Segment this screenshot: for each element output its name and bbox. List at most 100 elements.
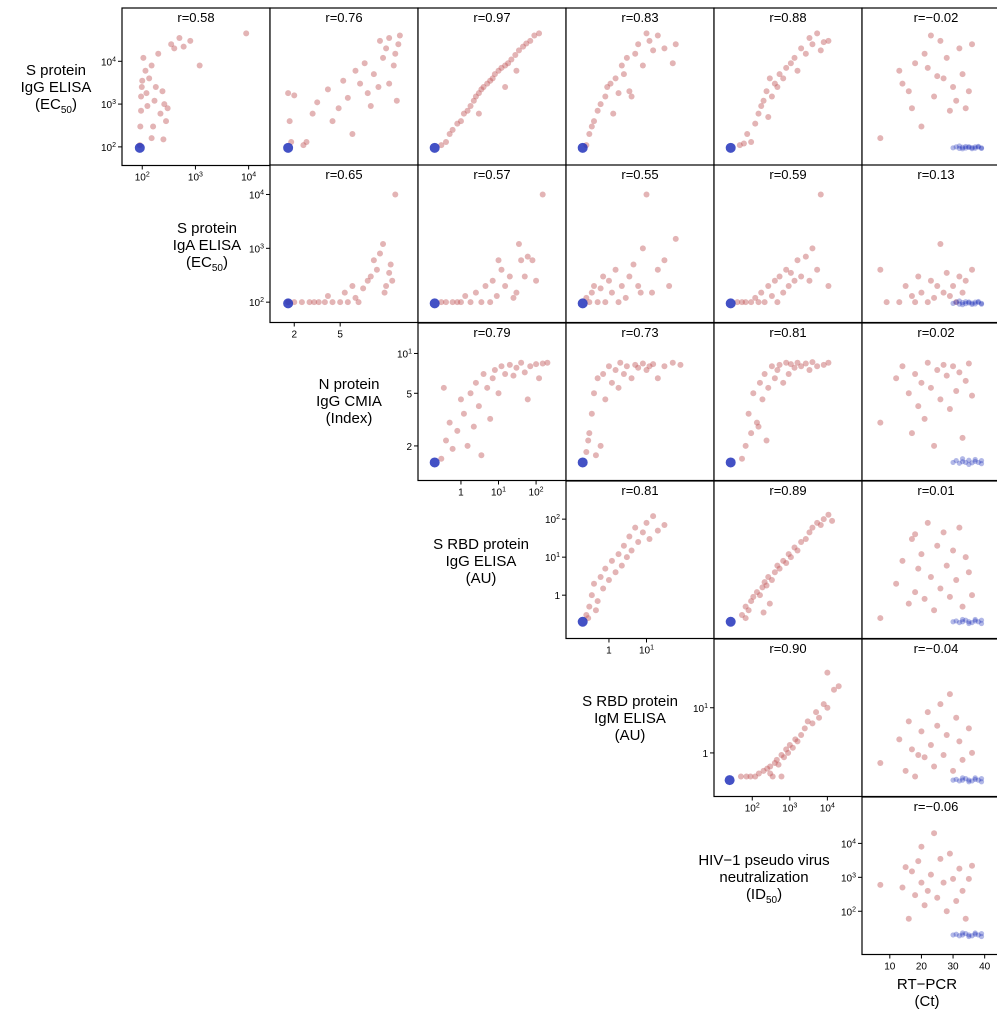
data-point-negative [975, 143, 981, 149]
label-line: neutralization [719, 869, 809, 886]
data-point-negative [978, 776, 985, 782]
data-point-positive [672, 41, 679, 48]
data-point-positive [489, 375, 496, 382]
panel-frame [713, 322, 863, 482]
data-point-positive [785, 551, 792, 558]
data-point-positive [588, 410, 595, 417]
data-point-positive [802, 50, 809, 57]
label-unit: (EC50) [35, 96, 77, 116]
data-point-negative [978, 457, 985, 464]
data-point-positive [138, 93, 145, 100]
data-point-positive [475, 403, 482, 410]
data-point-positive [924, 64, 931, 71]
data-point-positive [677, 361, 684, 368]
data-point-positive [367, 103, 374, 110]
data-point-positive [527, 37, 534, 44]
data-point-positive [583, 612, 590, 619]
data-point-positive [643, 519, 650, 526]
data-point-positive [533, 361, 540, 368]
data-point-positive [449, 299, 456, 306]
data-point-positive [138, 107, 145, 114]
data-point-positive [605, 277, 612, 284]
data-point-positive [493, 293, 500, 300]
data-point-positive [480, 84, 487, 91]
data-point-positive [771, 80, 778, 87]
data-point-positive [140, 54, 147, 61]
data-point-positive [785, 282, 792, 289]
correlation-label: r=0.88 [769, 10, 806, 25]
data-point-positive [464, 442, 471, 449]
data-point-positive [946, 850, 953, 857]
data-point-positive [742, 442, 749, 449]
data-point-positive [643, 30, 650, 37]
data-point-positive [934, 282, 941, 289]
data-point-positive [787, 361, 794, 368]
data-point-positive [934, 722, 941, 729]
data-point-negative [953, 776, 959, 782]
data-point-positive [539, 191, 546, 198]
data-point-negative [283, 142, 294, 153]
data-point-positive [314, 99, 321, 106]
data-point-positive [921, 415, 928, 422]
data-point-positive [760, 609, 767, 616]
data-point-positive [959, 887, 966, 894]
data-point-positive [921, 902, 928, 909]
data-point-positive [912, 892, 919, 899]
data-point-positive [467, 390, 474, 397]
data-point-positive [758, 289, 765, 296]
data-point-negative [953, 299, 959, 305]
data-point-negative [725, 142, 736, 153]
data-point-positive [953, 388, 960, 395]
correlation-label: r=0.57 [473, 167, 510, 182]
data-point-positive [396, 32, 403, 39]
data-point-negative [963, 299, 969, 305]
data-point-negative [978, 145, 985, 152]
data-point-positive [482, 282, 489, 289]
data-point-positive [607, 80, 614, 87]
data-point-positive [918, 289, 925, 296]
data-point-positive [502, 62, 509, 69]
data-point-negative [963, 617, 969, 623]
data-point-positive [769, 773, 776, 780]
data-point-negative [969, 460, 975, 466]
panel-frame [417, 164, 567, 324]
data-point-positive [654, 266, 661, 273]
data-point-positive [771, 375, 778, 382]
data-point-positive [491, 71, 498, 78]
panel-frame [861, 638, 997, 798]
data-point-positive [539, 360, 546, 367]
data-point-positive [817, 522, 824, 529]
data-point-positive [626, 88, 633, 95]
data-point-positive [654, 527, 661, 534]
data-point-negative [978, 620, 985, 627]
data-point-positive [168, 41, 175, 48]
data-point-positive [950, 363, 957, 370]
data-point-positive [820, 39, 827, 46]
data-point-positive [794, 738, 801, 745]
data-point-positive [766, 600, 773, 607]
panel-s_iga-vs-rbd_igm: r=0.59 [713, 164, 863, 324]
data-point-positive [438, 299, 445, 306]
data-point-positive [824, 669, 831, 676]
data-point-negative [978, 617, 985, 623]
data-point-positive [138, 84, 145, 91]
data-point-positive [883, 299, 890, 306]
data-point-positive [969, 592, 976, 599]
data-point-positive [472, 289, 479, 296]
data-point-positive [340, 77, 347, 84]
data-point-positive [759, 396, 766, 403]
data-point-positive [896, 736, 903, 743]
data-point-positive [937, 585, 944, 592]
data-point-positive [637, 289, 644, 296]
data-point-positive [243, 30, 250, 37]
data-point-positive [467, 103, 474, 110]
panel-frame [861, 796, 997, 956]
correlation-label: r=0.73 [621, 325, 658, 340]
data-point-positive [513, 289, 520, 296]
panel-frame [861, 322, 997, 482]
data-point-positive [386, 35, 393, 42]
data-point-positive [798, 273, 805, 280]
data-point-positive [457, 118, 464, 125]
data-point-positive [959, 289, 966, 296]
data-point-positive [666, 282, 673, 289]
